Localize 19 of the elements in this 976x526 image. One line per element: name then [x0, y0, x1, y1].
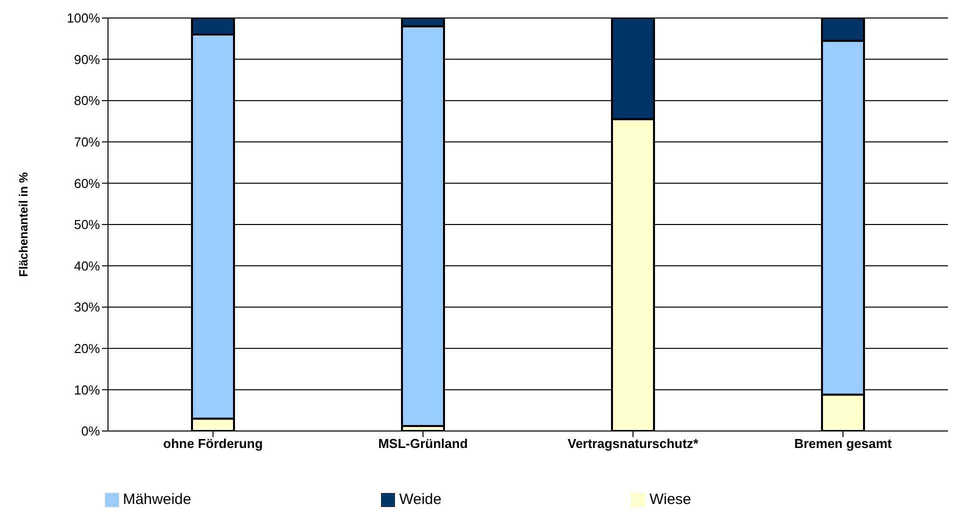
x-tick-label: ohne Förderung — [163, 436, 263, 452]
y-tick-label: 10% — [74, 382, 100, 398]
y-tick-label: 60% — [74, 176, 100, 191]
x-tick-label: MSL-Grünland — [378, 436, 468, 452]
y-tick-label: 70% — [74, 134, 100, 150]
y-tick-label: 40% — [74, 258, 100, 274]
y-tick-label: 90% — [74, 52, 100, 67]
y-axis-title: Flächenanteil in % — [16, 172, 30, 277]
y-tick-label: 20% — [74, 341, 100, 356]
legend-label: Wiese — [649, 491, 692, 508]
y-tick-label: 50% — [74, 217, 100, 232]
y-tick-label: 30% — [74, 300, 100, 315]
legend-label: Weide — [399, 491, 442, 508]
y-tick-label: 100% — [66, 10, 100, 26]
x-tick-label: Bremen gesamt — [794, 436, 892, 452]
legend-label: Mähweide — [122, 491, 192, 508]
y-tick-label: 0% — [81, 424, 100, 439]
x-tick-label: Vertragsnaturschutz* — [568, 436, 700, 452]
y-tick-label: 80% — [74, 93, 100, 108]
